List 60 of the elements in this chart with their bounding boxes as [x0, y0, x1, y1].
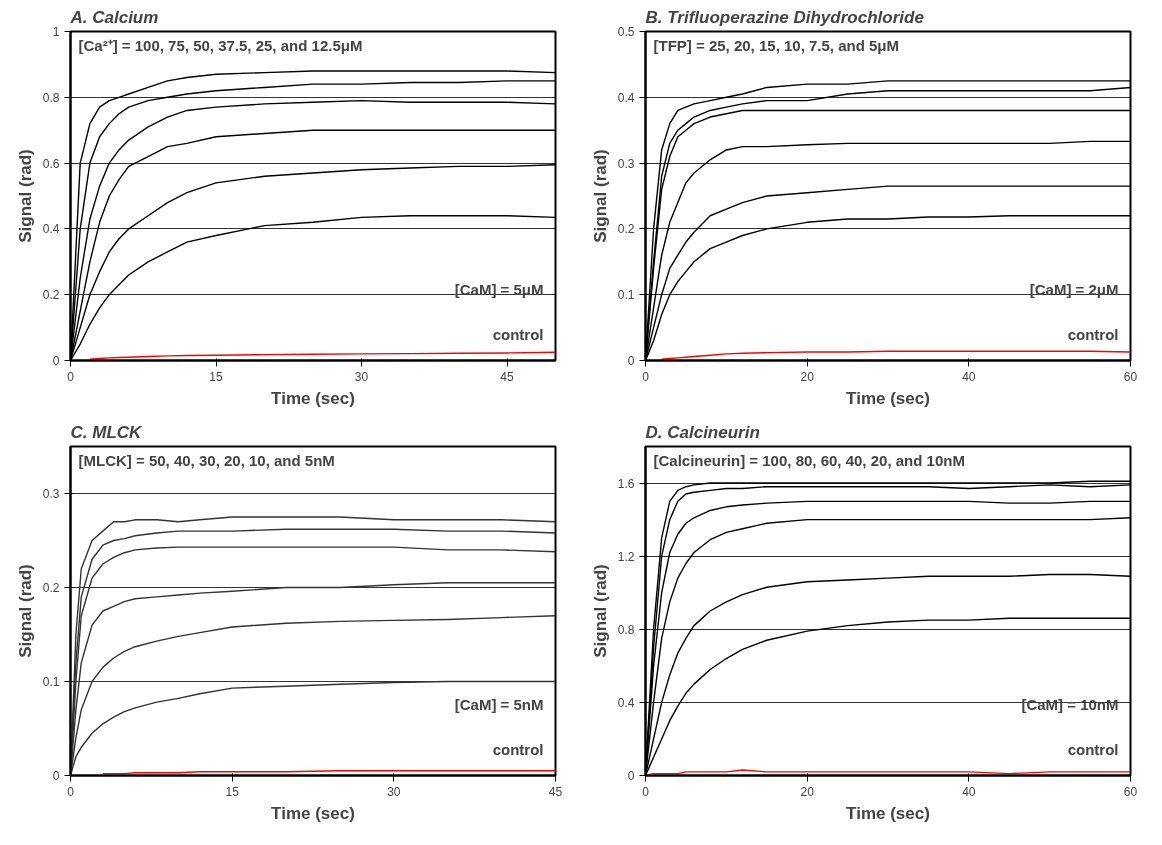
x-tick-label: 45	[500, 369, 514, 384]
y-tick-label: 1.2	[617, 549, 635, 564]
x-tick-label: 0	[642, 369, 650, 384]
y-tick-label: 0	[52, 354, 60, 368]
x-axis-title: Time (sec)	[846, 388, 930, 408]
y-tick-label: 0.8	[42, 90, 60, 105]
x-tick-label: 20	[800, 369, 815, 384]
x-tick-label: 15	[225, 784, 240, 799]
chart-title: D. Calcineurin	[645, 422, 760, 442]
x-tick-label: 0	[642, 784, 650, 799]
x-tick-label: 20	[800, 784, 815, 799]
annotation: control	[492, 740, 544, 758]
y-axis-title: Signal (rad)	[15, 564, 35, 658]
y-tick-label: 0.8	[617, 622, 635, 637]
y-tick-label: 0.5	[617, 25, 635, 39]
chart-title: B. Trifluoperazine Dihydrochloride	[645, 7, 924, 27]
x-tick-label: 30	[387, 784, 401, 799]
annotation: [CaM] = 5μM	[454, 280, 544, 298]
annotation: control	[1067, 325, 1119, 343]
chart-title: A. Calcium	[69, 7, 159, 27]
y-tick-label: 0	[627, 354, 635, 368]
y-axis-title: Signal (rad)	[590, 564, 610, 658]
y-axis-title: Signal (rad)	[590, 149, 610, 243]
x-tick-label: 40	[962, 784, 976, 799]
y-tick-label: 0.6	[42, 156, 60, 171]
x-axis-title: Time (sec)	[846, 803, 930, 823]
y-tick-label: 1	[52, 25, 60, 39]
y-axis-title: Signal (rad)	[15, 149, 35, 243]
x-tick-label: 15	[209, 369, 223, 384]
y-tick-label: 0.3	[617, 156, 635, 171]
annotation: [TFP] = 25, 20, 15, 10, 7.5, and 5μM	[653, 36, 900, 54]
x-tick-label: 60	[1123, 784, 1138, 799]
x-tick-label: 40	[962, 369, 976, 384]
y-tick-label: 0.1	[42, 675, 60, 689]
x-axis-title: Time (sec)	[271, 803, 355, 823]
annotation: [Calcineurin] = 100, 80, 60, 40, 20, and 10nM	[653, 451, 965, 469]
y-tick-label: 0.1	[617, 288, 635, 303]
y-tick-label: 0.4	[42, 222, 60, 237]
y-tick-label: 0.2	[617, 222, 635, 237]
x-tick-label: 0	[67, 784, 75, 799]
annotation: control	[492, 325, 544, 343]
annotation: [CaM] = 5nM	[454, 695, 544, 713]
annotation: [CaM] = 2μM	[1029, 280, 1119, 298]
y-tick-label: 0.4	[617, 90, 635, 105]
x-tick-label: 60	[1123, 369, 1138, 384]
y-tick-label: 1.6	[617, 476, 635, 491]
annotation: [MLCK] = 50, 40, 30, 20, 10, and 5nM	[78, 451, 335, 469]
x-tick-label: 30	[354, 369, 369, 384]
x-axis-title: Time (sec)	[271, 388, 355, 408]
y-tick-label: 0	[627, 769, 635, 783]
annotation: [Ca²⁺] = 100, 75, 50, 37.5, 25, and 12.5μM	[78, 36, 363, 54]
y-tick-label: 0.2	[42, 288, 60, 303]
x-tick-label: 0	[67, 369, 75, 384]
y-tick-label: 0.4	[617, 695, 635, 710]
y-tick-label: 0.2	[42, 581, 60, 595]
y-tick-label: 0	[52, 769, 60, 783]
x-tick-label: 45	[548, 784, 563, 799]
y-tick-label: 0.3	[42, 487, 60, 501]
chart-title: C. MLCK	[70, 422, 144, 442]
annotation: control	[1067, 740, 1119, 758]
